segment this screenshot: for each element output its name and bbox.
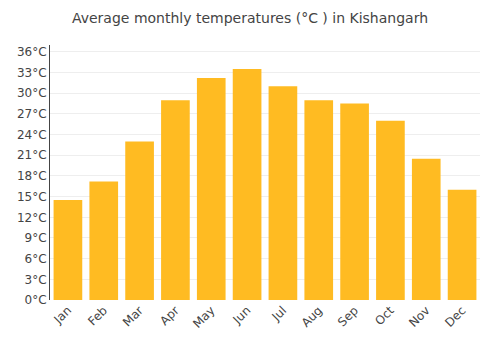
svg-text:Mar: Mar	[120, 303, 146, 329]
svg-text:Sep: Sep	[335, 303, 361, 329]
svg-text:Apr: Apr	[157, 303, 182, 328]
svg-text:Oct: Oct	[372, 303, 397, 328]
svg-text:27°C: 27°C	[17, 107, 47, 121]
svg-text:Jun: Jun	[230, 303, 254, 327]
svg-text:9°C: 9°C	[25, 231, 47, 245]
svg-text:3°C: 3°C	[25, 273, 47, 287]
svg-text:Nov: Nov	[406, 303, 432, 329]
svg-text:Feb: Feb	[85, 303, 110, 328]
svg-text:33°C: 33°C	[17, 66, 47, 80]
svg-text:18°C: 18°C	[17, 169, 47, 183]
svg-text:May: May	[190, 303, 217, 330]
svg-text:24°C: 24°C	[17, 128, 47, 142]
svg-text:0°C: 0°C	[25, 293, 47, 307]
svg-text:Jul: Jul	[268, 303, 289, 324]
svg-text:Aug: Aug	[299, 303, 325, 329]
svg-text:12°C: 12°C	[17, 211, 47, 225]
svg-text:30°C: 30°C	[17, 86, 47, 100]
svg-text:21°C: 21°C	[17, 148, 47, 162]
svg-text:36°C: 36°C	[17, 45, 47, 59]
svg-text:Jan: Jan	[51, 303, 75, 327]
svg-text:Dec: Dec	[442, 303, 468, 329]
svg-text:6°C: 6°C	[25, 252, 47, 266]
svg-text:Average monthly temperatures (: Average monthly temperatures (°C ) in Ki…	[72, 10, 428, 26]
svg-text:15°C: 15°C	[17, 190, 47, 204]
